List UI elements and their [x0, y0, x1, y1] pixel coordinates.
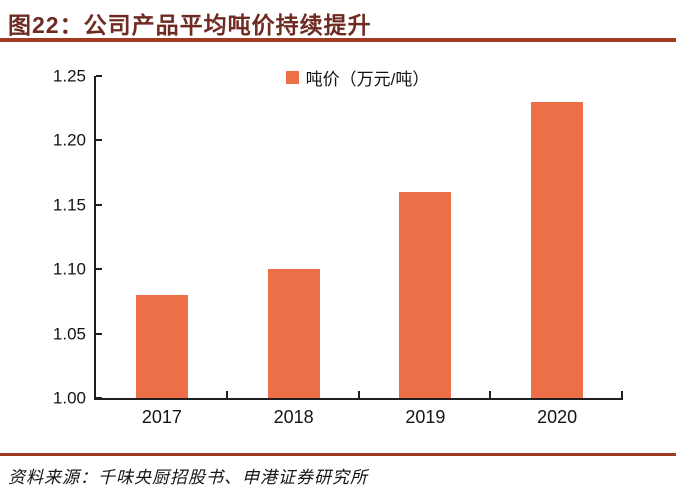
legend-swatch	[285, 70, 299, 84]
title-divider	[0, 38, 676, 42]
x-axis-tick	[357, 391, 360, 398]
bar	[531, 101, 584, 398]
y-axis-label: 1.10	[52, 259, 86, 279]
chart-legend: 吨价（万元/吨）	[94, 66, 621, 89]
x-axis-tick	[621, 391, 623, 398]
x-axis-label: 2018	[273, 407, 314, 427]
y-axis-label: 1.25	[52, 66, 86, 86]
footer-divider	[0, 453, 676, 456]
bar	[135, 294, 188, 398]
legend-label: 吨价（万元/吨）	[305, 69, 430, 89]
x-axis-tick	[489, 391, 492, 398]
x-axis-tick	[225, 391, 228, 398]
y-axis-label: 1.05	[52, 324, 86, 344]
x-axis-label: 2019	[405, 407, 446, 427]
y-axis-tick	[96, 397, 102, 399]
source-note: 资料来源：千味央厨招股书、申港证券研究所	[8, 468, 368, 487]
x-axis-label: 2017	[141, 407, 182, 427]
y-axis-tick	[96, 268, 102, 271]
bar	[399, 191, 452, 398]
y-axis-tick	[96, 139, 102, 142]
y-axis-label: 1.20	[52, 130, 86, 150]
x-axis-label: 2020	[537, 407, 578, 427]
y-axis-label: 1.00	[52, 388, 86, 408]
y-axis-label: 1.15	[52, 195, 86, 215]
plot-area: 1.00 1.05 1.10 1.15 1.20 1.25 2017 2018 2019 2020	[53, 68, 623, 426]
figure-title: 图22：公司产品平均吨价持续提升	[8, 12, 372, 38]
bar	[267, 269, 320, 398]
y-axis-tick	[96, 75, 102, 77]
y-axis-tick	[96, 332, 102, 335]
y-axis-tick	[96, 203, 102, 206]
